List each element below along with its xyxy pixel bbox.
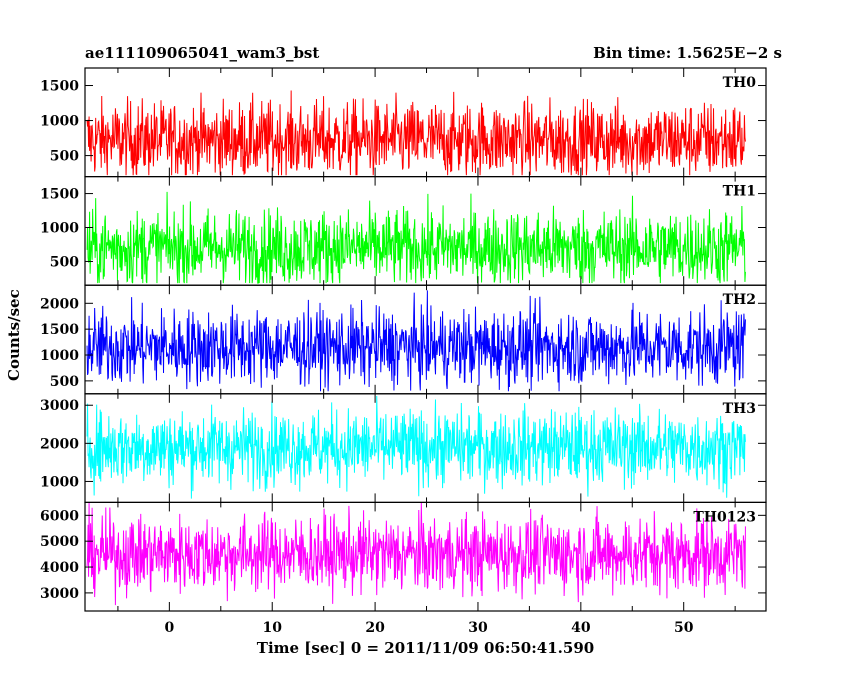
x-tick-label: 50 bbox=[674, 620, 694, 636]
y-tick-label: 1000 bbox=[40, 348, 79, 364]
x-tick-label: 40 bbox=[571, 620, 591, 636]
x-tick-label: 30 bbox=[468, 620, 488, 636]
series-line-th0 bbox=[86, 90, 746, 176]
x-tick-label: 0 bbox=[164, 620, 174, 636]
panel-frame-th0123 bbox=[84, 501, 767, 612]
panel-label-th3: TH3 bbox=[723, 401, 756, 417]
y-tick-label: 2000 bbox=[40, 296, 79, 312]
y-tick-label: 3000 bbox=[40, 398, 79, 414]
series-line-th2 bbox=[86, 290, 746, 392]
y-tick-label: 1500 bbox=[40, 79, 79, 95]
x-axis-label: Time [sec] 0 = 2011/11/09 06:50:41.590 bbox=[256, 639, 595, 657]
x-tick-label: 10 bbox=[262, 620, 282, 636]
y-tick-label: 500 bbox=[50, 254, 79, 270]
panel-label-th1: TH1 bbox=[723, 184, 756, 200]
panel-label-th0123: TH0123 bbox=[693, 509, 756, 525]
series-line-th1 bbox=[86, 191, 746, 284]
panel-label-th2: TH2 bbox=[723, 292, 756, 308]
y-tick-label: 3000 bbox=[40, 586, 79, 602]
y-tick-label: 500 bbox=[50, 374, 79, 390]
x-tick-label: 20 bbox=[365, 620, 385, 636]
y-tick-label: 1000 bbox=[40, 114, 79, 130]
y-tick-label: 1000 bbox=[40, 474, 79, 490]
series-line-th3 bbox=[86, 395, 746, 499]
series-line-th0123 bbox=[86, 502, 746, 606]
y-tick-label: 6000 bbox=[40, 508, 79, 524]
y-tick-label: 4000 bbox=[40, 560, 79, 576]
y-tick-label: 1500 bbox=[40, 187, 79, 203]
chart-title: ae111109065041_wam3_bst bbox=[85, 44, 320, 62]
y-tick-label: 2000 bbox=[40, 436, 79, 452]
y-tick-label: 500 bbox=[50, 149, 79, 165]
y-tick-label: 5000 bbox=[40, 534, 79, 550]
panel-label-th0: TH0 bbox=[723, 75, 757, 91]
bin-time-label: Bin time: 1.5625E−2 s bbox=[593, 44, 782, 62]
y-tick-label: 1500 bbox=[40, 322, 79, 338]
y-tick-label: 1000 bbox=[40, 221, 79, 237]
